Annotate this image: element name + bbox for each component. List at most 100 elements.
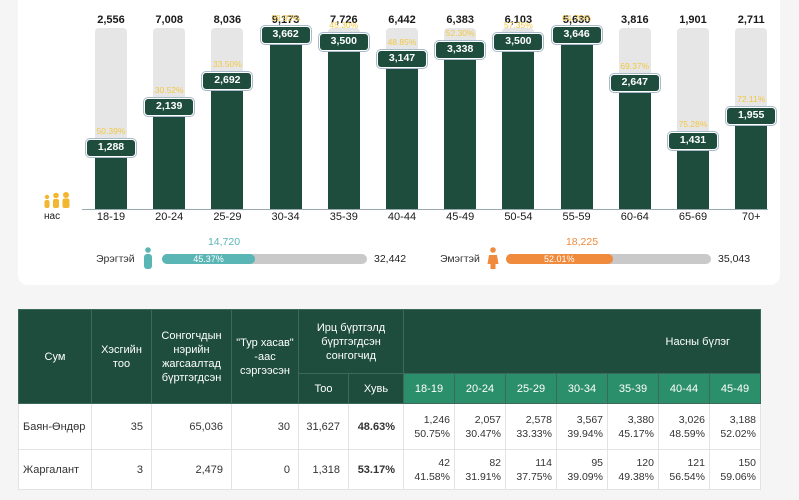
percent-label: 50.39%: [96, 125, 126, 136]
total-label: 7,726: [330, 14, 358, 26]
percent-label: 39.92%: [271, 12, 301, 23]
tick-label: 45-49: [446, 211, 475, 223]
tick-label: 40-44: [387, 211, 417, 223]
header-voters: Сонгогчдын нэрийн жагсаалтад бүртгэгдсэн: [151, 309, 232, 404]
cell-sections: 3: [91, 449, 152, 490]
cell-age: 2,057 30.47%: [454, 403, 506, 450]
bar-registered: [269, 34, 302, 209]
x-axis-label: нас: [44, 211, 61, 222]
district-table: Сум Хэсгийн тоо Сонгогчдын нэрийн жагсаа…: [18, 309, 761, 490]
registered-label: 3,662: [260, 25, 311, 44]
registered-label: 3,500: [493, 33, 544, 52]
total-label: 7,008: [155, 14, 183, 26]
female-count: 18,225: [565, 236, 599, 248]
header-sum: Сум: [18, 309, 92, 404]
table-row: Баян-Өндөр 35 65,036 30 31,627 48.63% 1,…: [18, 403, 761, 450]
cell-share: 53.17%: [348, 449, 404, 490]
male-total: 32,442: [374, 253, 407, 265]
cell-age: 3,380 45.17%: [607, 403, 659, 450]
registered-label: 3,646: [551, 26, 602, 45]
cell-sections: 35: [91, 403, 152, 450]
total-label: 9,173: [271, 14, 300, 26]
cell-age: 150 59.06%: [709, 449, 761, 490]
header-removed: "Тур хасав" -аас сэргээсэн: [231, 309, 299, 404]
header-age-group: Насны бүлэг: [403, 309, 761, 374]
female-label: Эмэгтэй: [440, 253, 480, 265]
female-fill: 52.01%: [506, 254, 613, 264]
cell-age: 3,026 48.59%: [658, 403, 710, 450]
tick-label: 35-39: [329, 211, 358, 223]
age-header: 18-19: [403, 373, 455, 404]
registered-label: 2,647: [609, 73, 660, 92]
percent-label: 48.85%: [387, 37, 417, 48]
female-total: 35,043: [718, 253, 751, 265]
age-header: 30-34: [556, 373, 608, 404]
total-label: 6,383: [446, 14, 474, 26]
tick-label: 65-69: [678, 211, 708, 223]
total-label: 6,103: [504, 14, 533, 26]
tick-label: 18-19: [96, 211, 126, 223]
percent-label: 69.37%: [620, 60, 650, 71]
cell-share: 48.63%: [348, 403, 404, 450]
percent-label: 72.11%: [737, 93, 766, 104]
age-header: 20-24: [454, 373, 506, 404]
cell-age: 121 56.54%: [658, 449, 710, 490]
cell-age: 42 41.58%: [403, 449, 455, 490]
bar-registered: [735, 115, 768, 209]
registered-label: 2,139: [144, 98, 195, 117]
cell-removed: 0: [231, 449, 299, 490]
male-track: [162, 254, 367, 264]
tick-label: 30-34: [271, 211, 300, 223]
cell-count: 1,318: [298, 449, 349, 490]
cell-removed: 30: [231, 403, 299, 450]
registered-label: 3,338: [435, 41, 486, 60]
bar-registered: [95, 147, 127, 209]
total-label: 8,036: [213, 14, 242, 26]
tick-label: 55-59: [562, 211, 591, 223]
cell-age: 3,567 39.94%: [556, 403, 608, 450]
age-header: 25-29: [505, 373, 557, 404]
bar-registered: [618, 82, 651, 209]
cell-voters: 2,479: [151, 449, 232, 490]
total-label: 3,816: [621, 14, 649, 26]
cell-age: 95 39.09%: [556, 449, 608, 490]
registered-label: 3,147: [377, 50, 427, 69]
cell-age: 120 49.38%: [607, 449, 659, 490]
total-label: 6,442: [388, 14, 416, 26]
cell-age: 3,188 52.02%: [709, 403, 761, 450]
total-label: 1,901: [679, 14, 707, 26]
bar-registered: [153, 107, 186, 209]
percent-label: 30.52%: [154, 85, 184, 96]
total-label: 2,556: [97, 14, 125, 26]
tick-label: 25-29: [213, 211, 242, 223]
cell-age: 2,578 33.33%: [505, 403, 557, 450]
x-axis-line: [82, 209, 768, 210]
percent-label: 75.28%: [678, 118, 708, 129]
male-label: Эрэгтэй: [96, 253, 135, 265]
people-icon: [44, 192, 70, 208]
registered-label: 3,500: [318, 33, 369, 52]
cell-voters: 65,036: [151, 403, 232, 450]
tick-label: 70+: [741, 211, 761, 223]
female-icon: [487, 247, 499, 269]
registered-label: 1,431: [668, 131, 718, 150]
bar-registered: [560, 35, 593, 209]
header-count: Тоо: [298, 373, 349, 404]
bar-registered: [502, 42, 535, 209]
age-header: 35-39: [607, 373, 659, 404]
percent-label: 52.30%: [445, 28, 475, 39]
percent-label: 57.35%: [503, 20, 533, 31]
registered-label: 1,288: [86, 138, 136, 157]
cell-age: 1,246 50.75%: [403, 403, 455, 450]
cell-count: 31,627: [298, 403, 349, 450]
male-count: 14,720: [207, 236, 241, 248]
cell-age: 114 37.75%: [505, 449, 557, 490]
header-share: Хувь: [348, 373, 404, 404]
percent-label: 33.50%: [212, 58, 242, 69]
tick-label: 60-64: [620, 211, 649, 223]
tick-label: 20-24: [155, 211, 184, 223]
cell-sum: Жаргалант: [18, 449, 92, 490]
total-label: 5,630: [562, 14, 591, 26]
percent-label: 64.76%: [562, 13, 592, 24]
registered-label: 2,692: [202, 71, 253, 90]
